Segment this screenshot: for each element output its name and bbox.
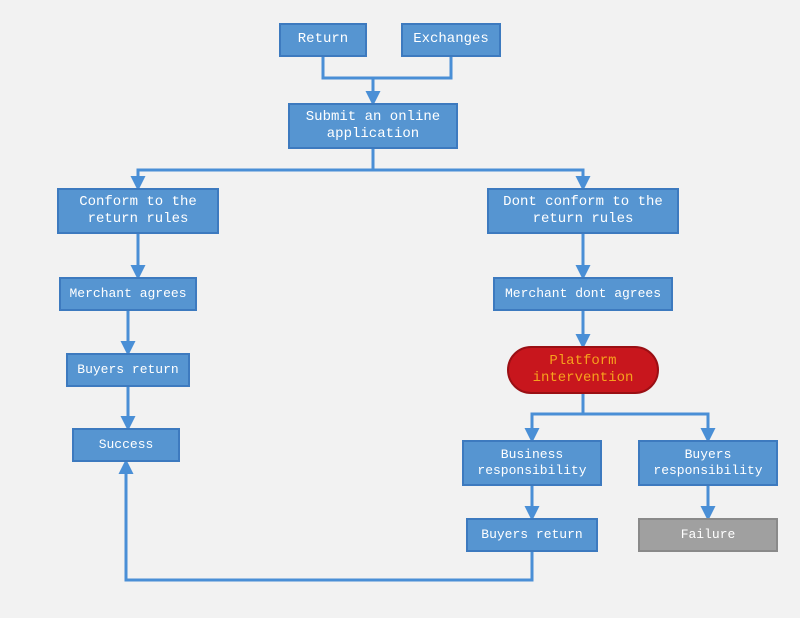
node-buy_resp: Buyers responsibility — [638, 440, 778, 486]
node-conform: Conform to the return rules — [57, 188, 219, 234]
node-success: Success — [72, 428, 180, 462]
node-failure: Failure — [638, 518, 778, 552]
node-m_agrees: Merchant agrees — [59, 277, 197, 311]
edge — [323, 57, 451, 78]
node-dontconform: Dont conform to the return rules — [487, 188, 679, 234]
node-submit: Submit an online application — [288, 103, 458, 149]
node-buyers_return2: Buyers return — [466, 518, 598, 552]
node-exchanges: Exchanges — [401, 23, 501, 57]
flowchart-canvas: { "flowchart": { "type": "flowchart", "b… — [0, 0, 800, 618]
node-buyers_return1: Buyers return — [66, 353, 190, 387]
node-m_dontagrees: Merchant dont agrees — [493, 277, 673, 311]
node-return: Return — [279, 23, 367, 57]
node-biz_resp: Business responsibility — [462, 440, 602, 486]
edge — [532, 414, 708, 420]
node-platform: Platform intervention — [507, 346, 659, 394]
edge — [138, 170, 583, 178]
